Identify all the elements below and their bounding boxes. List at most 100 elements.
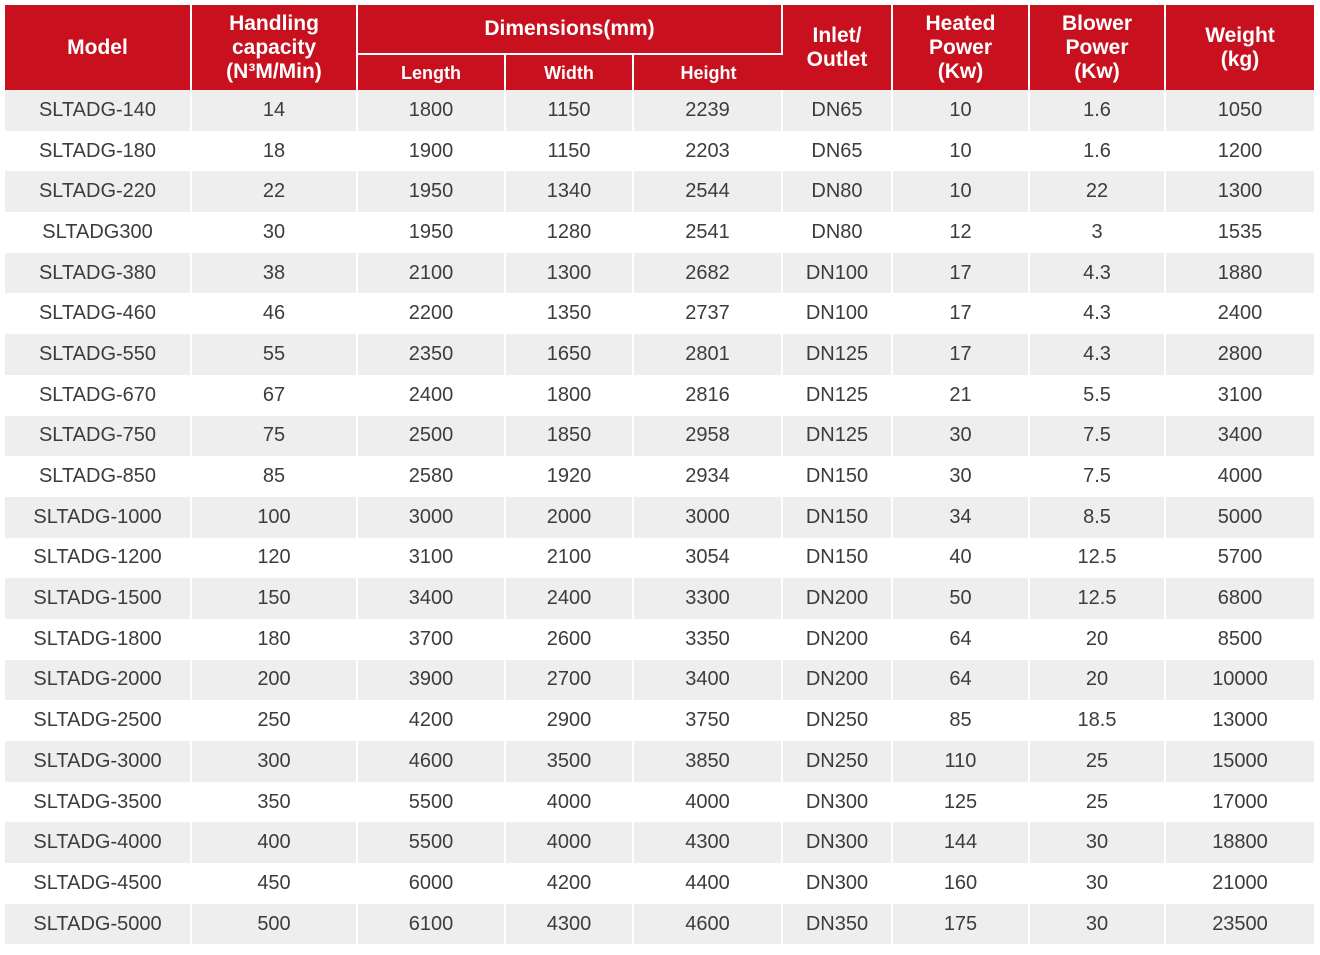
table-cell: SLTADG-3000 — [5, 741, 192, 782]
table-cell: 4.3 — [1030, 334, 1166, 375]
table-cell: 3900 — [358, 659, 506, 701]
table-cell: 2580 — [358, 456, 506, 497]
header-text: Power — [928, 35, 993, 59]
table-cell: SLTADG-4000 — [5, 822, 192, 864]
table-cell: 2541 — [634, 212, 783, 253]
table-cell: 6800 — [1166, 578, 1314, 619]
table-cell: 4000 — [1217, 465, 1263, 488]
table-cell: 2801 — [634, 334, 783, 375]
table-row: SLTADG-4500 450 6000 4200 4400 DN300 160 30 2100… — [5, 863, 1314, 904]
header-text: Model — [67, 35, 128, 59]
table-row: SLTADG-550 55 2350 1650 2801 DN125 17 4.3 2800 — [5, 334, 1314, 375]
table-cell: 30 — [192, 212, 358, 253]
table-cell: 20 — [1030, 659, 1166, 701]
table-cell: 3 — [1030, 212, 1166, 253]
table-cell: SLTADG-5000 — [5, 903, 192, 945]
table-cell: 38 — [192, 252, 358, 294]
table-cell: 2203 — [634, 130, 783, 172]
table-cell: 4000 — [506, 781, 634, 823]
table-cell: 12.5 — [1030, 578, 1166, 619]
table-cell: 3750 — [634, 700, 783, 741]
table-cell: DN350 — [783, 903, 893, 945]
table-row: SLTADG-140 14 1800 1150 2239 DN65 10 1.6 1050 — [5, 90, 1314, 131]
table-cell: 5.5 — [1030, 374, 1166, 416]
table-cell: 1880 — [1166, 252, 1314, 294]
table-cell: DN250 — [783, 700, 893, 741]
table-cell: DN125 — [783, 374, 893, 416]
table-cell: 8.5 — [1030, 496, 1166, 538]
table-cell: 500 — [192, 903, 358, 945]
header-cell: Width — [506, 53, 634, 90]
table-row: SLTADG-850 85 2580 1920 2934 DN150 30 7.5 4000 — [5, 456, 1314, 497]
table-cell: 2200 — [358, 293, 506, 335]
table-cell: 2400 — [1217, 302, 1263, 325]
table-cell: 18800 — [1166, 822, 1314, 864]
table-cell: 18 — [192, 130, 358, 172]
table-cell: 3850 — [634, 741, 783, 782]
table-cell: 5500 — [358, 822, 506, 864]
table-cell: 12.5 — [1030, 537, 1166, 579]
table-cell: 67 — [192, 374, 358, 416]
table-cell: 18.5 — [1030, 700, 1166, 741]
table-body: SLTADG-140 14 1800 1150 2239 DN65 10 1.6 1050 SLT… — [5, 90, 1314, 945]
table-cell: 175 — [893, 903, 1030, 945]
table-cell: 4300 — [634, 822, 783, 864]
table-cell: 1920 — [506, 456, 634, 497]
table-row: SLTADG-2000 200 3900 2700 3400 DN200 64 20 10000 — [5, 659, 1314, 701]
table-cell: 2800 — [1166, 334, 1314, 375]
table-cell: 40 — [893, 537, 1030, 579]
table-cell: DN300 — [783, 822, 893, 864]
table-cell: 120 — [192, 537, 358, 579]
table-cell: 1050 — [1166, 90, 1314, 131]
table-cell: 6000 — [358, 863, 506, 904]
table-cell: 2239 — [634, 90, 783, 131]
table-cell: 3054 — [634, 537, 783, 579]
header-cell: Handling capacity (N³M/Min) — [192, 5, 358, 90]
table-cell: 1800 — [506, 374, 634, 416]
table-cell: 30 — [893, 415, 1030, 457]
table-cell: 2958 — [634, 415, 783, 457]
table-cell: SLTADG-140 — [5, 90, 192, 131]
table-cell: 17 — [893, 293, 1030, 335]
header-cell: Length — [358, 53, 506, 90]
header-text: Heated — [925, 11, 996, 35]
table-cell: 7.5 — [1030, 415, 1166, 457]
table-cell: 6100 — [358, 903, 506, 945]
table-cell: 4300 — [506, 903, 634, 945]
header-text: Handling — [229, 11, 319, 35]
table-cell: 34 — [893, 496, 1030, 538]
table-cell: SLTADG-2500 — [5, 700, 192, 741]
table-cell: SLTADG-460 — [5, 293, 192, 335]
header-cell: Height — [634, 53, 783, 90]
table-cell: SLTADG-550 — [5, 334, 192, 375]
header-text: Width — [544, 62, 594, 83]
table-cell: 2100 — [506, 537, 634, 579]
table-cell: SLTADG-380 — [5, 252, 192, 294]
table-cell: 3300 — [634, 578, 783, 619]
table-cell: 17 — [893, 334, 1030, 375]
table-cell: 1650 — [506, 334, 634, 375]
table-cell: 15000 — [1166, 741, 1314, 782]
table-cell: 8500 — [1217, 627, 1263, 650]
table-cell: SLTADG-1800 — [5, 618, 192, 660]
table-cell: 3000 — [634, 496, 783, 538]
table-cell: 17 — [893, 252, 1030, 294]
table-cell: DN100 — [783, 293, 893, 335]
table-cell: 2000 — [506, 496, 634, 538]
header-text: capacity — [231, 35, 317, 59]
table-row: SLTADG-4000 400 5500 4000 4300 DN300 144 30 1880… — [5, 822, 1314, 864]
table-cell: DN80 — [783, 212, 893, 253]
table-row: SLTADG-3000 300 4600 3500 3850 DN250 110 25 1500… — [5, 741, 1314, 782]
table-cell: DN200 — [783, 659, 893, 701]
table-cell: 21000 — [1212, 871, 1268, 894]
table-cell: 180 — [192, 618, 358, 660]
table-cell: 4400 — [634, 863, 783, 904]
table-cell: 1900 — [358, 130, 506, 172]
table-cell: DN200 — [783, 578, 893, 619]
table-row: SLTADG-670 67 2400 1800 2816 DN125 21 5.5 3100 — [5, 374, 1314, 416]
header-text: (N³M/Min) — [226, 59, 322, 83]
table-cell: 1950 — [358, 171, 506, 213]
table-cell: 150 — [192, 578, 358, 619]
table-cell: 2544 — [634, 171, 783, 213]
table-row: SLTADG-5000 500 6100 4300 4600 DN350 175 30 2350… — [5, 903, 1314, 945]
